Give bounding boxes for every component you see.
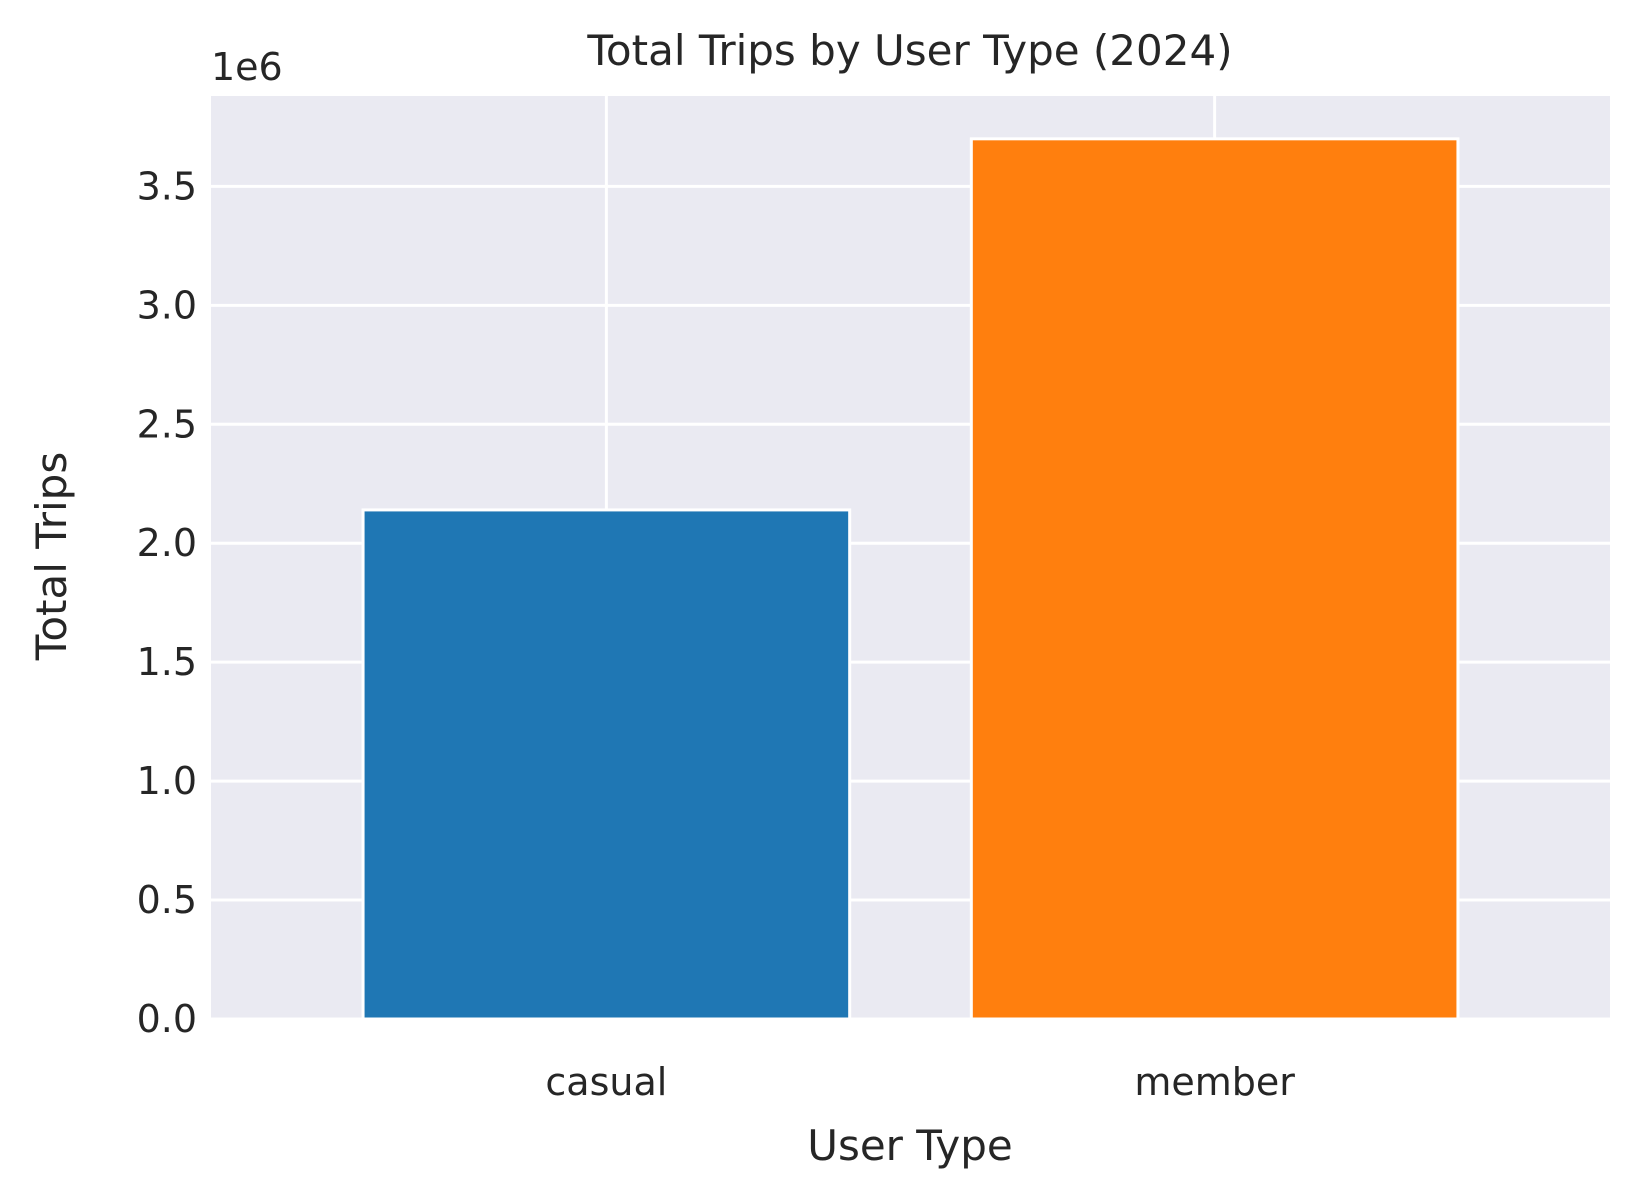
y-tick-label: 1.5: [137, 640, 197, 684]
x-tick-label-casual: casual: [545, 1060, 667, 1104]
chart-title: Total Trips by User Type (2024): [586, 26, 1232, 75]
y-axis-label: Total Trips: [27, 452, 76, 661]
x-axis-ticks: casual member: [545, 1060, 1295, 1104]
bar-casual: [361, 508, 852, 1021]
y-axis-offset-label: 1e6: [211, 45, 283, 89]
y-axis-ticks: 0.0 0.5 1.0 1.5 2.0 2.5 3.0 3.5: [137, 164, 197, 1041]
y-tick-label: 2.0: [137, 521, 197, 565]
bars: [361, 137, 1460, 1021]
y-tick-label: 1.0: [137, 759, 197, 803]
x-tick-label-member: member: [1134, 1060, 1295, 1104]
x-axis-label: User Type: [807, 1121, 1013, 1170]
y-tick-label: 3.5: [137, 164, 197, 208]
y-tick-label: 0.0: [137, 997, 197, 1041]
y-tick-label: 2.5: [137, 402, 197, 446]
y-tick-label: 3.0: [137, 283, 197, 327]
bar-member: [969, 137, 1460, 1021]
y-tick-label: 0.5: [137, 878, 197, 922]
